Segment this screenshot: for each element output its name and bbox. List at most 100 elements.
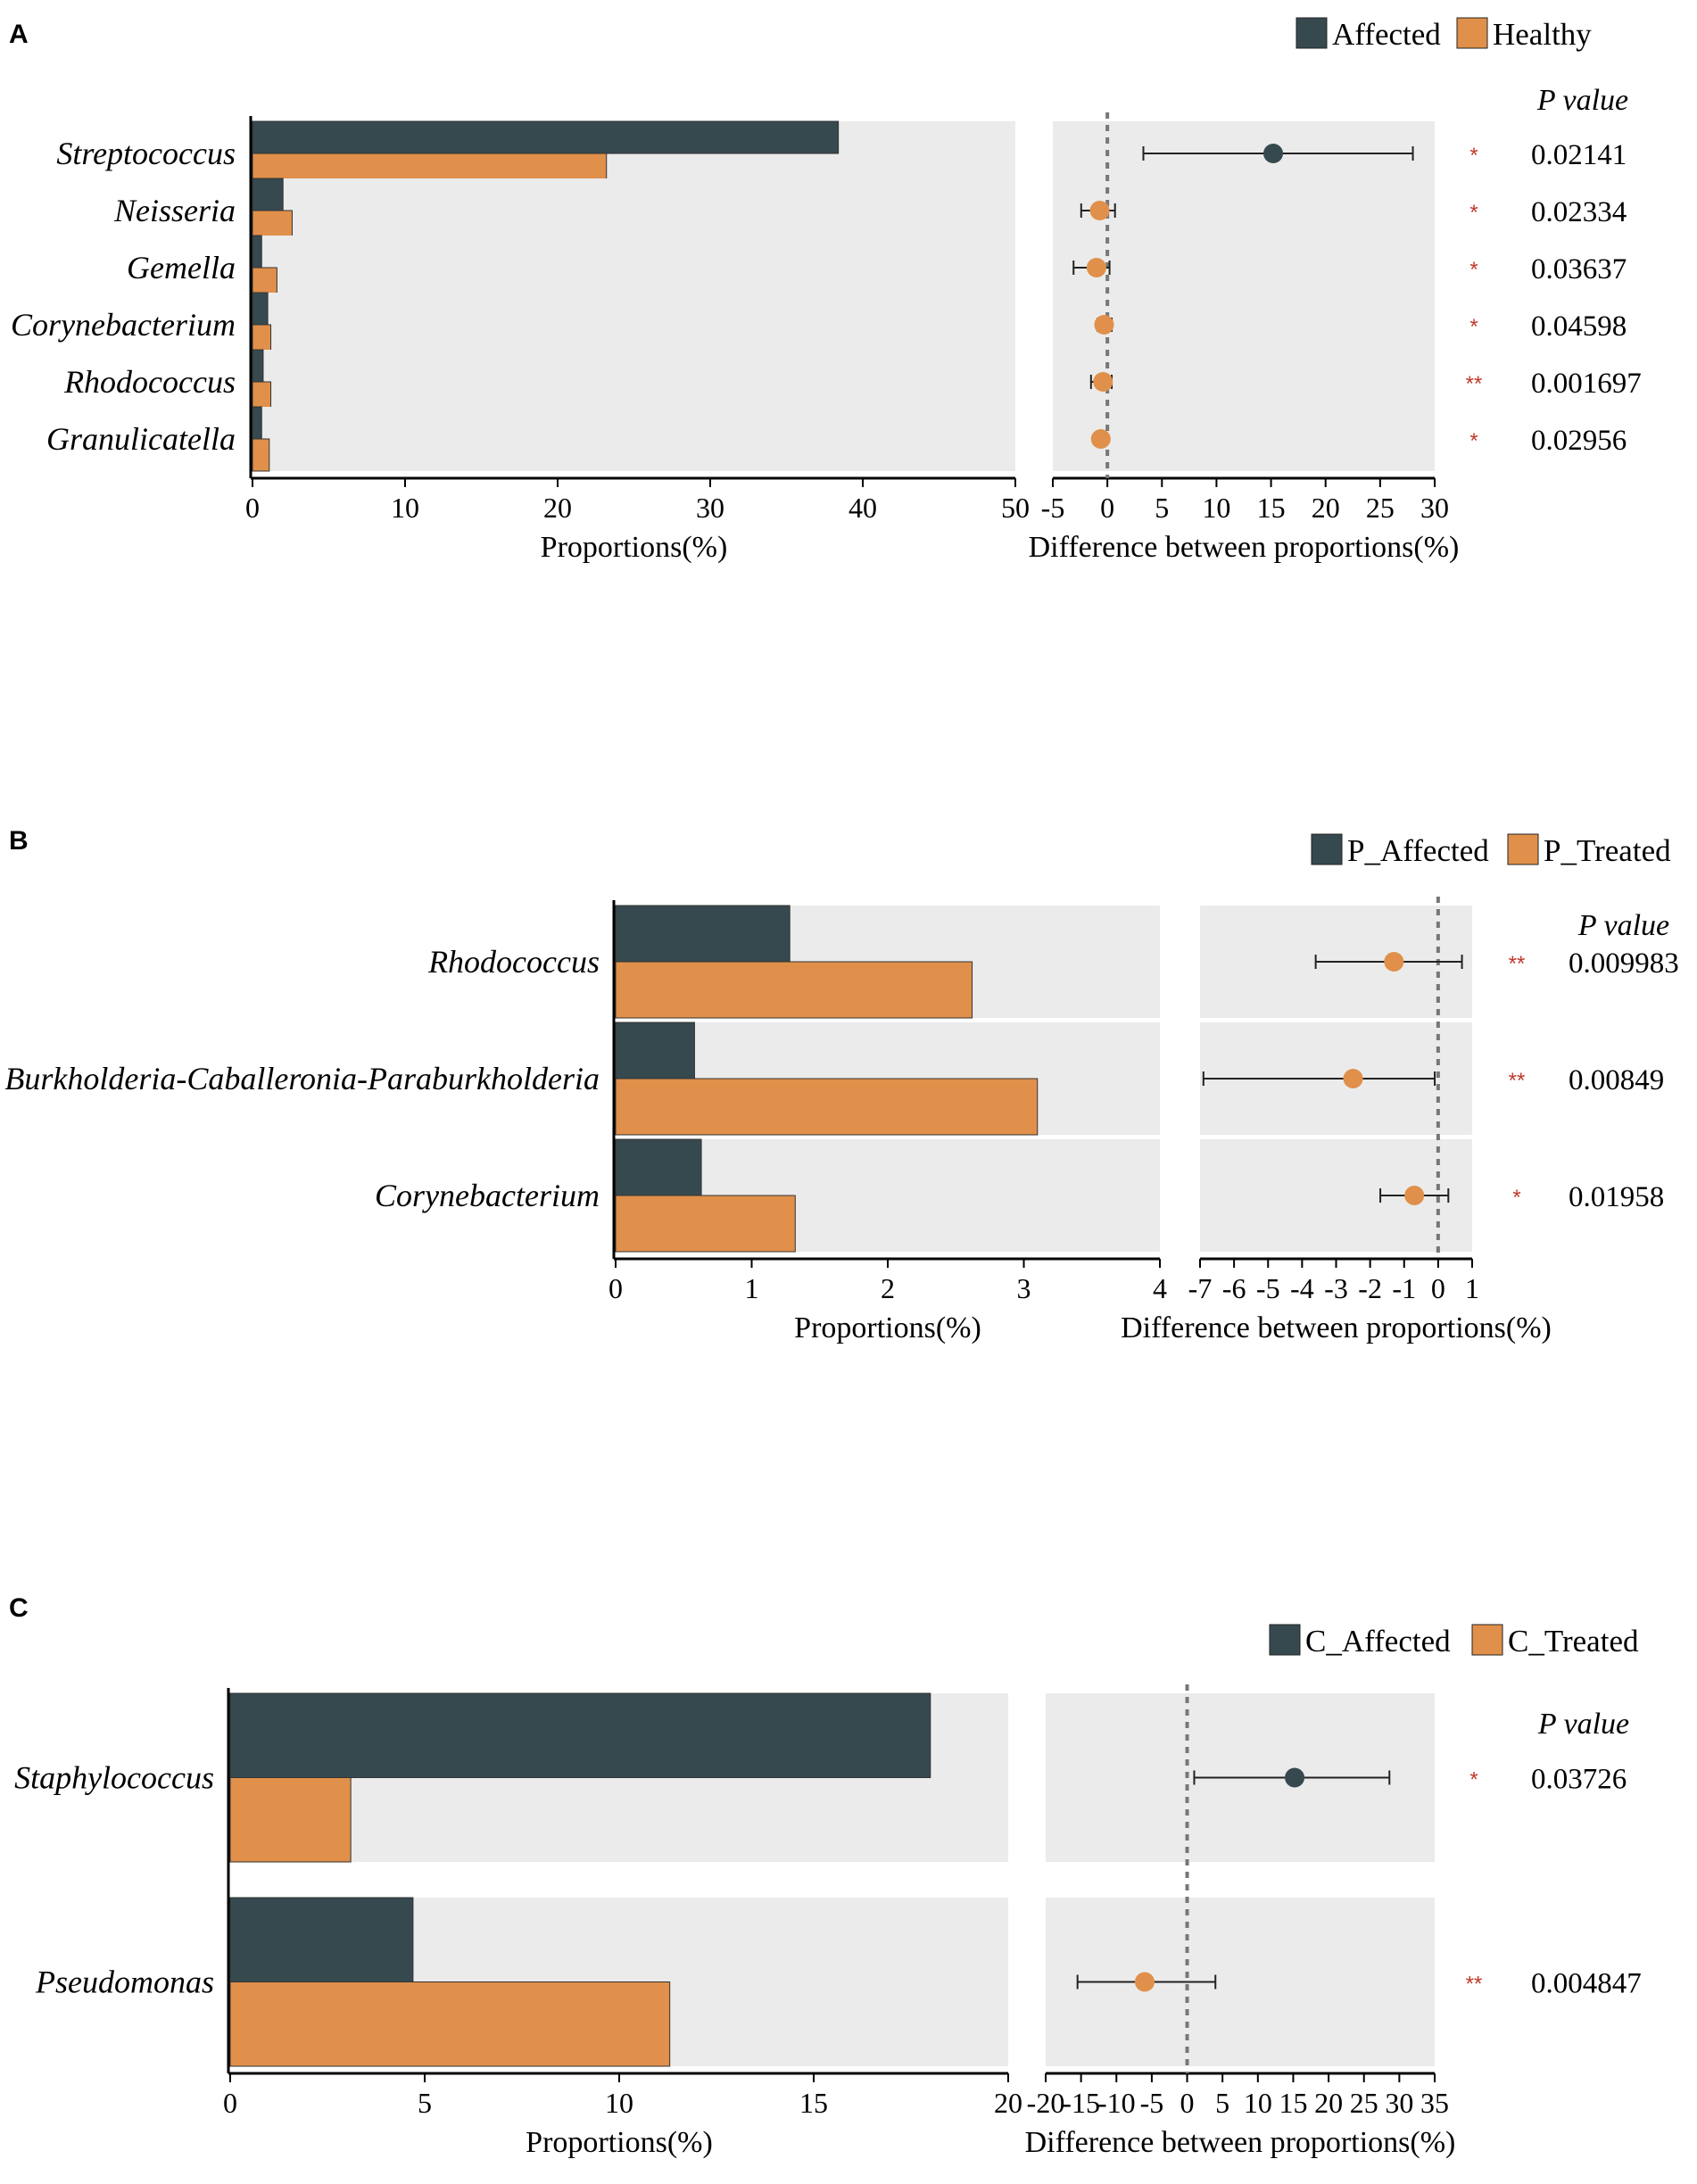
- x-tick-label: 1: [745, 1272, 759, 1304]
- diff-x-tick-label: 15: [1279, 2087, 1307, 2119]
- diff-x-tick-label: 5: [1215, 2087, 1229, 2119]
- legend-label: C_Treated: [1508, 1624, 1639, 1659]
- significance-stars: *: [1469, 258, 1478, 282]
- significance-stars: *: [1512, 1186, 1520, 1210]
- diff-x-tick-label: 30: [1385, 2087, 1413, 2119]
- bar-group1: [252, 235, 262, 269]
- significance-stars: **: [1509, 952, 1526, 976]
- x-axis-title: Proportions(%): [794, 1311, 981, 1344]
- bar-group1: [252, 120, 840, 154]
- estimate-point: [1134, 1972, 1155, 1992]
- diff-x-tick-label: -15: [1062, 2087, 1100, 2119]
- diff-x-tick-label: -5: [1256, 1272, 1280, 1304]
- diff-x-tick-label: 25: [1366, 492, 1395, 524]
- category-label: Corynebacterium: [375, 1178, 600, 1213]
- bar-group2: [615, 1078, 1039, 1136]
- category-label: Gemella: [127, 250, 236, 285]
- diff-row-background: [1053, 293, 1435, 357]
- significance-stars: *: [1469, 201, 1478, 225]
- p-value: 0.03726: [1531, 1764, 1627, 1796]
- diff-row-background: [1053, 178, 1435, 243]
- bar-group1: [252, 178, 284, 211]
- bar-group2: [229, 1981, 671, 2067]
- panel-label-c: C: [9, 1593, 29, 1623]
- row-background: [252, 236, 1015, 300]
- legend-label: P_Affected: [1347, 833, 1489, 868]
- x-axis-title: Proportions(%): [526, 2126, 713, 2159]
- category-label: Burkholderia-Caballeronia-Paraburkholder…: [4, 1061, 600, 1096]
- estimate-point: [1285, 1767, 1305, 1788]
- x-tick-label: 0: [608, 1272, 623, 1304]
- panel-b: P_Affected P_Treated Rhodococcus Burkholder…: [4, 833, 1678, 1344]
- category-label: Rhodococcus: [63, 364, 236, 400]
- row-background: [252, 407, 1015, 471]
- diff-x-axis-title: Difference between proportions(%): [1029, 531, 1460, 564]
- diff-x-tick-label: -2: [1358, 1272, 1382, 1304]
- x-tick-label: 3: [1017, 1272, 1031, 1304]
- diff-x-tick-label: 0: [1431, 1272, 1445, 1304]
- x-tick-label: 5: [418, 2087, 432, 2119]
- category-label: Granulicatella: [46, 421, 236, 457]
- x-tick-label: 50: [1001, 492, 1030, 524]
- x-tick-label: 10: [605, 2087, 633, 2119]
- estimate-point: [1263, 144, 1284, 163]
- panel-label-b: B: [9, 826, 29, 856]
- diff-x-tick-label: -7: [1188, 1272, 1213, 1304]
- bar-group2: [252, 438, 270, 472]
- chart-root: Affected Healthy Streptococcus Neisseria Gem…: [4, 17, 1678, 2159]
- diff-x-tick-label: -5: [1140, 2087, 1164, 2119]
- category-label: Streptococcus: [56, 136, 236, 171]
- p-value: 0.04598: [1531, 310, 1627, 343]
- p-value: 0.01958: [1569, 1181, 1664, 1213]
- p-value: 0.001697: [1531, 368, 1642, 400]
- significance-stars: *: [1469, 1768, 1478, 1792]
- significance-stars: **: [1466, 372, 1483, 396]
- diff-x-axis-title: Difference between proportions(%): [1025, 2126, 1456, 2159]
- diff-x-tick-label: 1: [1465, 1272, 1479, 1304]
- panel-a: Affected Healthy Streptococcus Neisseria Gem…: [11, 17, 1642, 564]
- diff-x-tick-label: -3: [1324, 1272, 1348, 1304]
- diff-x-tick-label: 10: [1202, 492, 1230, 524]
- bar-group1: [229, 1897, 414, 1982]
- bar-group1: [615, 1138, 702, 1196]
- significance-stars: **: [1509, 1069, 1526, 1093]
- diff-x-tick-label: -5: [1041, 492, 1065, 524]
- estimate-point: [1093, 372, 1113, 392]
- x-tick-label: 20: [543, 492, 572, 524]
- p-value: 0.004847: [1531, 1968, 1642, 2000]
- legend-swatch-group1: [1269, 1624, 1301, 1656]
- p-value-header: P value: [1537, 1708, 1629, 1741]
- p-value: 0.02334: [1531, 196, 1627, 228]
- p-value: 0.009983: [1569, 947, 1679, 980]
- bar-group2: [615, 1195, 796, 1253]
- category-label: Staphylococcus: [14, 1760, 214, 1796]
- category-label: Corynebacterium: [11, 307, 236, 343]
- legend-label: Healthy: [1493, 17, 1592, 52]
- diff-x-tick-label: -10: [1097, 2087, 1136, 2119]
- diff-x-tick-label: -4: [1290, 1272, 1314, 1304]
- diff-x-tick-label: 25: [1350, 2087, 1378, 2119]
- x-tick-label: 20: [994, 2087, 1022, 2119]
- diff-x-tick-label: 15: [1257, 492, 1286, 524]
- estimate-point: [1384, 952, 1404, 972]
- diff-x-tick-label: -1: [1392, 1272, 1416, 1304]
- estimate-point: [1086, 258, 1106, 277]
- p-value: 0.03637: [1531, 253, 1627, 285]
- p-value: 0.02141: [1531, 139, 1627, 171]
- p-value: 0.00849: [1569, 1064, 1664, 1096]
- legend-swatch-group2: [1471, 1624, 1503, 1656]
- p-value: 0.02956: [1531, 425, 1627, 457]
- diff-x-tick-label: -20: [1027, 2087, 1065, 2119]
- bar-group1: [615, 1022, 695, 1080]
- category-label: Neisseria: [113, 193, 236, 228]
- estimate-point: [1089, 201, 1110, 220]
- estimate-point: [1094, 315, 1114, 335]
- diff-row-background: [1053, 236, 1435, 300]
- legend-swatch-group2: [1456, 17, 1488, 49]
- row-background: [252, 178, 1015, 243]
- significance-stars: *: [1469, 144, 1478, 168]
- diff-x-tick-label: 35: [1420, 2087, 1449, 2119]
- diff-x-tick-label: 0: [1180, 2087, 1195, 2119]
- estimate-point: [1090, 429, 1111, 449]
